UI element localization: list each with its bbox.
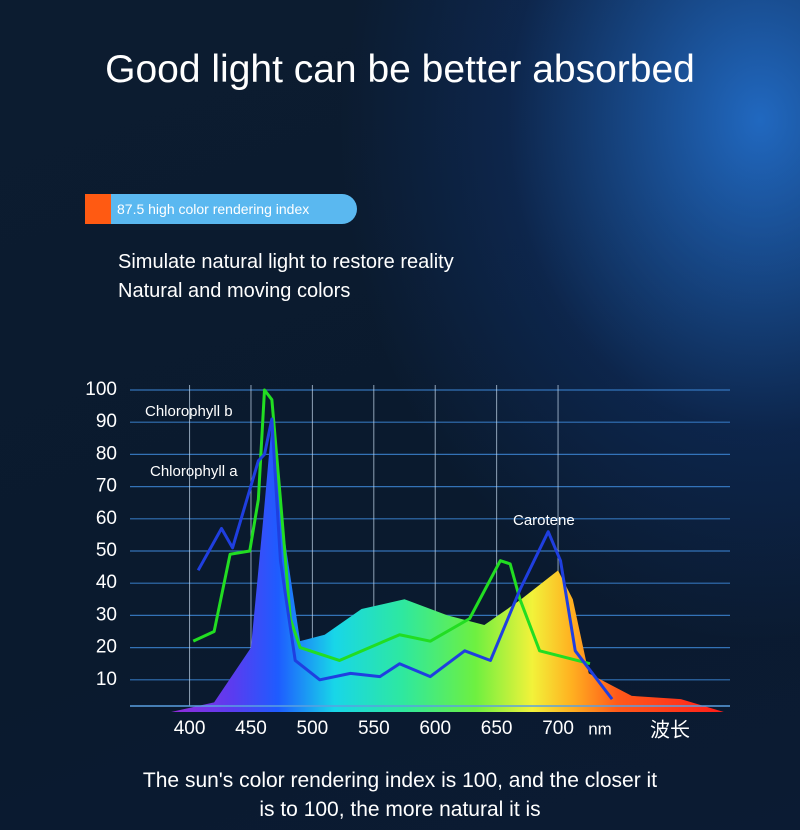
annotation: Carotene	[513, 512, 575, 529]
chart: nm 波长 10 20 30 40 50 60 70 80 90 100 400 450 500 550 6…	[85, 379, 730, 741]
footer-line: The sun's color rendering index is 100, …	[142, 769, 658, 792]
series-line	[192, 388, 591, 666]
spectrum-area	[171, 422, 724, 712]
tagline: Natural and moving colors	[118, 280, 351, 302]
x-tick-label: 500	[297, 718, 329, 739]
x-unit: nm	[588, 719, 612, 738]
annotation: Chlorophyll a	[150, 463, 238, 480]
y-tick-label: 10	[96, 669, 117, 690]
y-tick-label: 50	[96, 540, 117, 561]
footer-line: is to 100, the more natural it is	[259, 798, 541, 821]
series-line	[196, 417, 614, 701]
y-tick-label: 40	[96, 572, 117, 593]
x-tick-label: 650	[481, 718, 513, 739]
y-tick-label: 30	[96, 604, 117, 625]
badge-marker	[85, 194, 111, 224]
tagline: Simulate natural light to restore realit…	[118, 251, 454, 273]
x-tick-label: 550	[358, 718, 390, 739]
y-tick-label: 100	[85, 379, 117, 400]
x-tick-label: 700	[542, 718, 574, 739]
x-axis-label: 波长	[650, 718, 690, 741]
badge: 87.5 high color rendering index	[85, 194, 357, 224]
badge-text: 87.5 high color rendering index	[117, 201, 310, 217]
x-tick-label: 600	[419, 718, 451, 739]
y-tick-label: 20	[96, 637, 117, 658]
page-title: Good light can be better absorbed	[105, 48, 695, 91]
y-tick-label: 60	[96, 508, 117, 529]
y-tick-label: 70	[96, 476, 117, 497]
y-tick-label: 80	[96, 443, 117, 464]
y-tick-label: 90	[96, 411, 117, 432]
annotation: Chlorophyll b	[145, 403, 233, 420]
x-tick-label: 450	[235, 718, 267, 739]
x-tick-label: 400	[174, 718, 206, 739]
